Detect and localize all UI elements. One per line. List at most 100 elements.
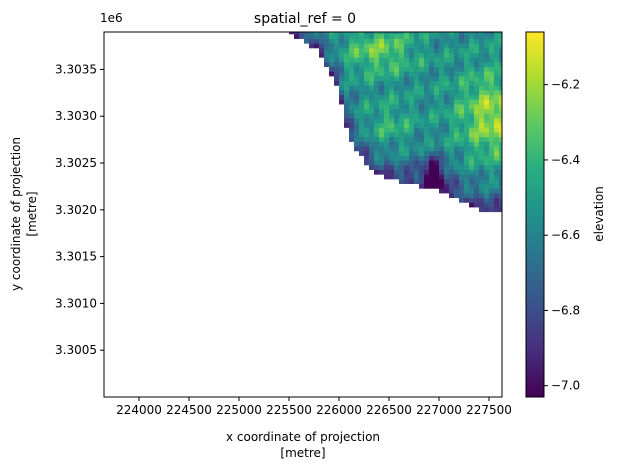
heatmap-cell bbox=[429, 47, 435, 53]
heatmap-cell bbox=[464, 141, 470, 147]
x-tick-label: 226000 bbox=[316, 403, 362, 417]
heatmap-cell bbox=[364, 141, 370, 147]
heatmap-cell bbox=[429, 127, 435, 133]
heatmap-cell bbox=[474, 52, 480, 58]
heatmap-cell bbox=[379, 47, 385, 53]
heatmap-cell bbox=[474, 113, 480, 119]
heatmap-cell bbox=[369, 75, 375, 82]
heatmap-cell bbox=[299, 33, 305, 39]
heatmap-cell bbox=[494, 169, 500, 175]
heatmap-cell bbox=[439, 66, 445, 72]
heatmap-cell bbox=[344, 85, 350, 91]
heatmap-cell bbox=[344, 122, 350, 128]
heatmap-cell bbox=[474, 178, 480, 185]
heatmap-cell bbox=[494, 160, 500, 166]
heatmap-cell bbox=[489, 178, 495, 185]
heatmap-cell bbox=[464, 71, 470, 77]
heatmap-cell bbox=[459, 136, 465, 142]
heatmap-cell bbox=[464, 66, 470, 72]
heatmap-cell bbox=[499, 90, 503, 96]
heatmap-cell bbox=[449, 146, 455, 152]
heatmap-cell bbox=[384, 174, 390, 180]
heatmap-cell bbox=[469, 155, 475, 161]
heatmap-cell bbox=[329, 71, 335, 77]
heatmap-cell bbox=[334, 75, 340, 82]
heatmap-cell bbox=[474, 136, 480, 142]
heatmap-cell bbox=[334, 33, 340, 39]
heatmap-cell bbox=[424, 160, 430, 166]
heatmap-cell bbox=[349, 80, 355, 86]
heatmap-cell bbox=[364, 104, 370, 110]
heatmap-cell bbox=[344, 90, 350, 96]
heatmap-cell bbox=[409, 118, 415, 124]
heatmap-cell bbox=[374, 80, 380, 86]
heatmap-cell bbox=[414, 174, 420, 180]
heatmap-cell bbox=[429, 169, 435, 175]
heatmap-cell bbox=[359, 150, 365, 156]
heatmap-cell bbox=[444, 150, 450, 156]
heatmap-cell bbox=[399, 90, 405, 96]
heatmap-cell bbox=[454, 174, 460, 180]
heatmap-cell bbox=[459, 38, 465, 44]
heatmap-cell bbox=[339, 47, 345, 53]
heatmap-cell bbox=[469, 164, 475, 170]
heatmap-cell bbox=[439, 174, 445, 180]
heatmap-cell bbox=[339, 33, 345, 39]
heatmap-cell bbox=[464, 80, 470, 86]
heatmap-cell bbox=[419, 52, 425, 58]
heatmap-cell bbox=[444, 32, 450, 35]
heatmap-cell bbox=[409, 47, 415, 53]
heatmap-cell bbox=[374, 141, 380, 147]
heatmap-cell bbox=[479, 141, 485, 147]
heatmap-cell bbox=[459, 80, 465, 86]
heatmap-cell bbox=[499, 164, 503, 170]
heatmap-cell bbox=[414, 155, 420, 161]
heatmap-cell bbox=[469, 136, 475, 142]
heatmap-cell bbox=[494, 57, 500, 63]
heatmap-cell bbox=[459, 71, 465, 77]
heatmap-cell bbox=[384, 164, 390, 170]
heatmap-cell bbox=[359, 43, 365, 49]
heatmap-cell bbox=[434, 43, 440, 49]
heatmap-cell bbox=[464, 118, 470, 124]
heatmap-cell bbox=[414, 38, 420, 44]
heatmap-cell bbox=[394, 104, 400, 110]
heatmap-cell bbox=[399, 160, 405, 166]
heatmap-cell bbox=[394, 136, 400, 142]
heatmap-cell bbox=[484, 80, 490, 86]
heatmap-cell bbox=[394, 80, 400, 86]
heatmap-cell bbox=[389, 132, 395, 138]
heatmap-cell bbox=[379, 160, 385, 166]
x-axis-label-line1: x coordinate of projection bbox=[226, 430, 380, 444]
heatmap-cell bbox=[414, 85, 420, 91]
heatmap-cell bbox=[434, 66, 440, 72]
heatmap-cell bbox=[499, 127, 503, 133]
heatmap-cell bbox=[364, 146, 370, 152]
heatmap-cell bbox=[364, 118, 370, 124]
heatmap-cell bbox=[479, 155, 485, 161]
heatmap-cell bbox=[464, 192, 470, 199]
heatmap-cell bbox=[394, 52, 400, 58]
heatmap-cell bbox=[389, 164, 395, 170]
heatmap-cell bbox=[484, 85, 490, 91]
heatmap-cell bbox=[479, 146, 485, 152]
heatmap-cell bbox=[354, 71, 360, 77]
heatmap-cell bbox=[484, 33, 490, 39]
heatmap-cell bbox=[349, 108, 355, 114]
heatmap-cell bbox=[469, 71, 475, 77]
heatmap-cell bbox=[399, 122, 405, 128]
heatmap-cell bbox=[349, 38, 355, 44]
heatmap-cell bbox=[479, 33, 485, 39]
heatmap-cell bbox=[449, 61, 455, 68]
heatmap-cell bbox=[469, 32, 475, 35]
heatmap-cell bbox=[404, 178, 410, 185]
heatmap-cell bbox=[399, 71, 405, 77]
heatmap-cell bbox=[474, 169, 480, 175]
heatmap-cell bbox=[369, 99, 375, 105]
heatmap-cell bbox=[349, 136, 355, 142]
heatmap-cell bbox=[434, 108, 440, 114]
heatmap-cell bbox=[404, 136, 410, 142]
heatmap-cell bbox=[419, 43, 425, 49]
heatmap-cell bbox=[379, 33, 385, 39]
heatmap-cell bbox=[469, 33, 475, 39]
